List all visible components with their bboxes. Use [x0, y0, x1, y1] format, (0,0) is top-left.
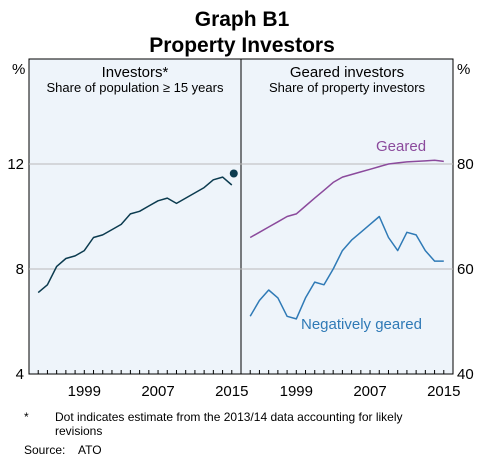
series-label: Negatively geared	[301, 316, 422, 333]
x-tick-label: 2015	[427, 383, 460, 400]
y-tick-label-left: 4	[16, 366, 24, 383]
graph-subtitle: Property Investors	[149, 34, 335, 57]
series-line-geared	[249, 159, 444, 239]
right-panel-title: Geared investors	[290, 64, 404, 81]
series-label: Geared	[376, 138, 426, 155]
x-tick-label: 1999	[68, 383, 101, 400]
x-tick-label: 2007	[141, 383, 174, 400]
x-tick-label: 2015	[215, 383, 248, 400]
left-panel-subtitle: Share of population ≥ 15 years	[47, 80, 224, 95]
footnote-text: Dot indicates estimate from the 2013/14 …	[55, 410, 403, 438]
y-tick-label-left: 12	[7, 156, 24, 173]
y-tick-label-right: 80	[457, 156, 474, 173]
graph-title: Graph B1	[194, 8, 290, 31]
source-label: Source:	[24, 443, 66, 457]
source-text: ATO	[78, 443, 102, 457]
x-tick-label: 1999	[280, 383, 313, 400]
y-tick-label-left: 8	[16, 261, 24, 278]
estimate-point	[229, 169, 238, 178]
x-tick-label: 2007	[353, 383, 386, 400]
y-unit-left: %	[12, 61, 25, 78]
right-panel-subtitle: Share of property investors	[269, 80, 426, 95]
y-tick-label-right: 40	[457, 366, 474, 383]
series-line-negatively-geared	[249, 215, 444, 320]
y-tick-label-right: 60	[457, 261, 474, 278]
left-panel-title: Investors*	[102, 64, 169, 81]
y-unit-right: %	[457, 61, 470, 78]
series-line-investors	[37, 176, 233, 294]
footnote-marker: *	[24, 410, 29, 424]
